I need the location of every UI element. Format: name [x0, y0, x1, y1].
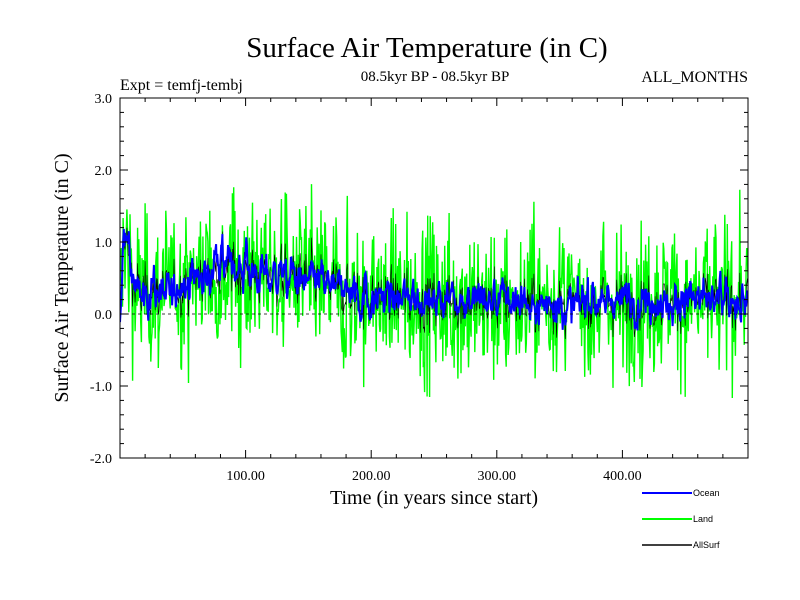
legend-label-land: Land: [693, 514, 713, 524]
chart-title: Surface Air Temperature (in C): [246, 32, 607, 64]
x-tick-label: 400.00: [603, 469, 642, 484]
chart-subtitle: 08.5kyr BP - 08.5kyr BP: [361, 69, 510, 85]
series-line-land: [120, 184, 748, 399]
y-tick-label: 3.0: [95, 92, 113, 107]
legend-label-allsurf: AllSurf: [693, 540, 720, 550]
legend-label-ocean: Ocean: [693, 488, 720, 498]
plot-frame: [119, 97, 749, 459]
x-tick-label: 100.00: [226, 469, 265, 484]
y-axis-label: Surface Air Temperature (in C): [51, 153, 73, 402]
y-tick-label: 0.0: [95, 308, 113, 323]
experiment-label: Expt = temfj-tembj: [120, 77, 243, 94]
y-tick-label: 2.0: [95, 164, 113, 179]
x-tick-label: 300.00: [478, 469, 517, 484]
y-tick-label: -2.0: [90, 452, 112, 467]
months-label: ALL_MONTHS: [641, 69, 748, 86]
x-tick-label: 200.00: [352, 469, 391, 484]
plot-area: [119, 97, 749, 459]
y-tick-label: -1.0: [90, 380, 112, 395]
y-tick-label: 1.0: [95, 236, 113, 251]
series-line-ocean: [120, 228, 748, 331]
x-axis-label: Time (in years since start): [330, 487, 538, 509]
legend: Ocean Land AllSurf: [642, 488, 720, 550]
